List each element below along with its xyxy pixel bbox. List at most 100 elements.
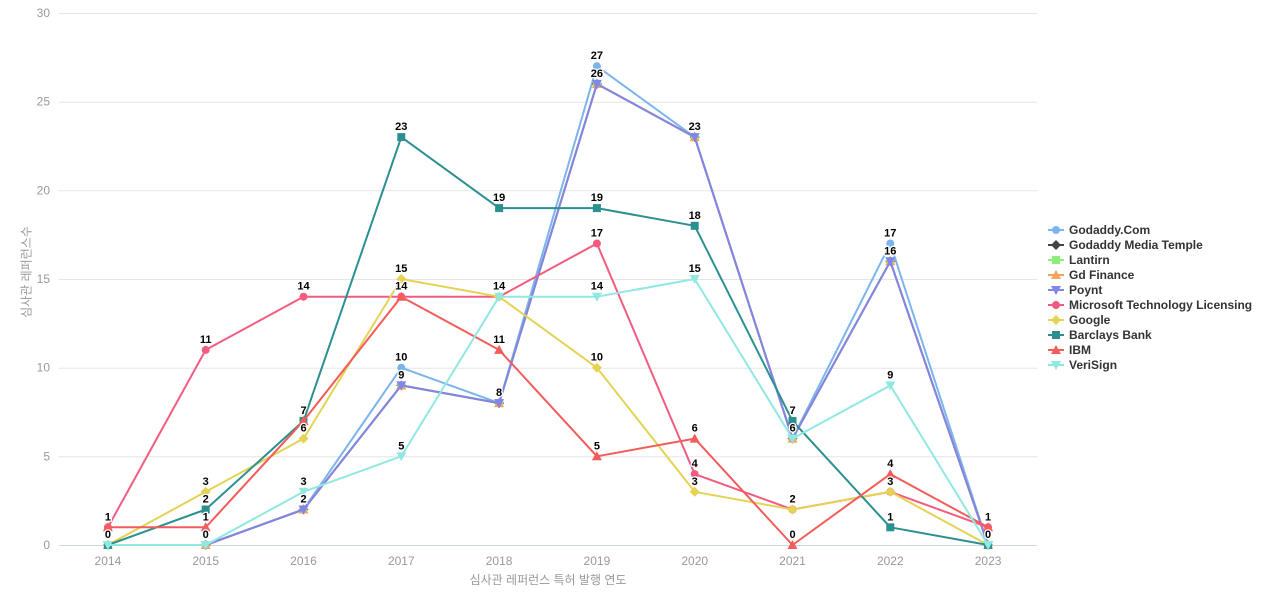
legend-label: Microsoft Technology Licensing: [1069, 298, 1252, 312]
triangle-down-marker: [885, 257, 896, 267]
data-label: 23: [689, 121, 701, 133]
y-axis-title: 심사관 레퍼런스수: [19, 226, 34, 318]
x-tick-label: 2022: [877, 554, 904, 568]
triangle-down-marker: [885, 381, 896, 391]
legend-label: VeriSign: [1069, 358, 1117, 372]
data-label: 5: [398, 440, 404, 452]
legend-label: Godaddy.Com: [1069, 223, 1150, 237]
triangle-down-marker: [200, 541, 211, 550]
legend-item-poynt[interactable]: Poynt: [1048, 283, 1102, 297]
legend-item-ibm[interactable]: IBM: [1048, 343, 1091, 357]
triangle-down-marker: [298, 505, 309, 515]
data-label: 23: [395, 121, 407, 133]
x-tick-label: 2017: [388, 554, 415, 568]
triangle-down-marker: [787, 434, 798, 444]
triangle-marker: [787, 540, 798, 549]
triangle-down-marker: [494, 292, 505, 302]
triangle-down-marker: [298, 487, 309, 497]
square-marker: [788, 416, 797, 425]
circle-marker: [1052, 226, 1060, 234]
diamond-marker: [200, 486, 211, 497]
data-label: 15: [395, 263, 407, 275]
data-label: 3: [300, 476, 306, 488]
legend-label: Poynt: [1069, 283, 1102, 297]
series-lantirn: [103, 79, 993, 549]
legend-item-google[interactable]: Google: [1048, 313, 1111, 327]
data-label: 1: [105, 511, 111, 523]
series-godaddy-com: [103, 62, 993, 549]
diamond-marker: [396, 274, 407, 284]
triangle-marker: [983, 522, 994, 532]
x-tick-label: 2018: [486, 554, 513, 568]
legend-item-godaddy-com[interactable]: Godaddy.Com: [1048, 223, 1150, 237]
circle-marker: [592, 62, 601, 71]
x-tick-label: 2023: [975, 554, 1002, 568]
triangle-down-marker: [1051, 361, 1061, 370]
data-label: 18: [689, 210, 701, 222]
diamond-marker: [885, 486, 896, 497]
triangle-down-marker: [1051, 286, 1061, 295]
triangle-down-marker: [494, 399, 505, 409]
series-line: [106, 242, 990, 529]
series-verisign: [102, 275, 994, 550]
triangle-down-marker: [689, 275, 700, 284]
data-label: 1: [887, 511, 893, 523]
triangle-marker: [298, 415, 309, 425]
triangle-marker: [102, 522, 113, 532]
data-label: 2: [789, 494, 795, 506]
data-label: 19: [591, 192, 603, 204]
y-tick-label: 5: [43, 449, 50, 463]
circle-marker: [886, 239, 895, 248]
legend-item-verisign[interactable]: VeriSign: [1048, 358, 1117, 372]
data-label: 0: [789, 529, 795, 541]
legend-label: Google: [1069, 313, 1111, 327]
circle-marker: [397, 363, 406, 372]
circle-marker: [1052, 301, 1060, 309]
data-label: 9: [398, 369, 404, 381]
data-label: 14: [591, 281, 604, 293]
data-label: 15: [689, 263, 701, 275]
data-label: 0: [203, 529, 209, 541]
square-marker: [201, 505, 210, 514]
legend-item-barclays-bank[interactable]: Barclays Bank: [1048, 328, 1152, 342]
triangle-marker: [689, 433, 700, 443]
square-marker: [1052, 331, 1060, 339]
data-label: 11: [200, 334, 212, 346]
circle-marker: [201, 345, 210, 354]
series-line: [106, 278, 990, 546]
data-label: 27: [591, 50, 603, 62]
y-tick-label: 30: [37, 6, 51, 20]
legend-item-gd-finance[interactable]: Gd Finance: [1048, 268, 1135, 282]
diamond-marker: [1051, 315, 1061, 325]
legend-item-microsoft-technology-licensing[interactable]: Microsoft Technology Licensing: [1048, 298, 1252, 312]
data-label: 9: [887, 369, 893, 381]
x-tick-label: 2014: [95, 554, 122, 568]
data-label: 4: [692, 458, 699, 470]
data-label: 1: [203, 511, 209, 523]
data-label: 19: [493, 192, 505, 204]
square-marker: [1052, 256, 1060, 264]
legend-item-lantirn[interactable]: Lantirn: [1048, 253, 1110, 267]
series-godaddy-media-temple: [102, 78, 994, 550]
data-label: 3: [203, 476, 209, 488]
triangle-marker: [200, 522, 211, 532]
data-label: 26: [591, 68, 603, 80]
data-label: 7: [300, 405, 306, 417]
data-label: 5: [594, 440, 600, 452]
data-label: 10: [395, 352, 407, 364]
legend-label: Gd Finance: [1069, 268, 1135, 282]
series-gd-finance: [102, 78, 994, 549]
series-line: [106, 82, 990, 546]
data-label: 6: [692, 423, 698, 435]
triangle-down-marker: [396, 452, 407, 462]
legend-label: Godaddy Media Temple: [1069, 238, 1203, 252]
data-label: 3: [692, 476, 698, 488]
data-label: 2: [300, 494, 306, 506]
legend-item-godaddy-media-temple[interactable]: Godaddy Media Temple: [1048, 238, 1203, 252]
triangle-down-marker: [983, 541, 994, 550]
data-label: 1: [985, 511, 991, 523]
data-label: 4: [887, 458, 894, 470]
triangle-down-marker: [396, 381, 407, 391]
data-label: 11: [493, 334, 505, 346]
